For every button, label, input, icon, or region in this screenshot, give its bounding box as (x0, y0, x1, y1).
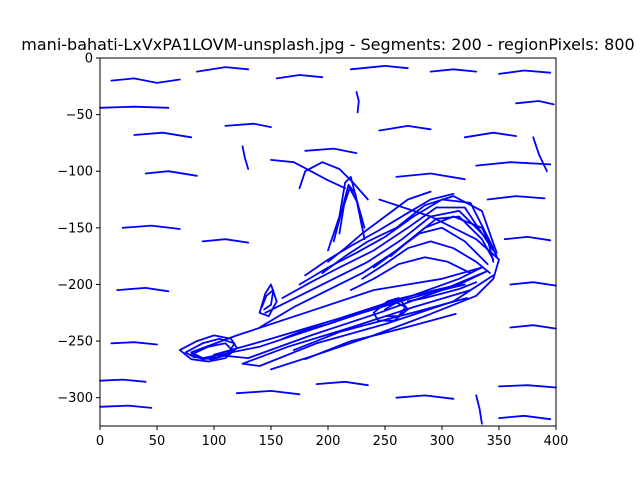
segment-line-23 (503, 235, 552, 242)
segment-line-40 (270, 198, 500, 371)
segment-line-53 (361, 240, 491, 280)
segment-line-56 (260, 289, 275, 311)
segment-line-60 (281, 283, 466, 340)
segment-line-1 (110, 77, 181, 84)
y-tick-label-3: −150 (57, 221, 93, 236)
chart-title: mani-bahati-LxVxPA1LOVM-unsplash.jpg - S… (21, 35, 634, 54)
segment-line-15 (270, 158, 347, 190)
segment-line-14 (355, 91, 360, 114)
x-tick-label-8: 400 (544, 434, 569, 449)
segment-line-30 (99, 404, 153, 409)
segment-line-39 (241, 274, 495, 367)
segment-line-3 (275, 74, 324, 80)
segment-line-52 (372, 226, 489, 269)
segment-line-65 (406, 281, 478, 303)
segment-line-13 (241, 145, 250, 170)
segment-line-64 (384, 301, 407, 318)
segment-line-36 (532, 136, 548, 173)
segment-line-11 (463, 131, 517, 139)
segment-line-12 (515, 100, 555, 106)
segment-line-26 (110, 341, 158, 346)
y-tick-label-4: −200 (57, 278, 93, 293)
segment-line-59 (190, 342, 234, 361)
segment-line-50 (304, 192, 455, 277)
x-tick-label-0: 0 (96, 434, 104, 449)
x-tick-label-3: 150 (259, 434, 284, 449)
segment-line-0 (99, 105, 170, 109)
segment-line-35 (498, 414, 552, 421)
x-tick-label-4: 200 (316, 434, 341, 449)
segment-line-61 (292, 297, 469, 352)
segment-line-5 (429, 68, 478, 73)
y-tick-label-1: −50 (66, 108, 93, 123)
y-tick-label-0: 0 (85, 52, 93, 67)
segment-line-21 (121, 224, 181, 230)
plot-lines (99, 65, 557, 425)
segment-line-9 (304, 147, 358, 155)
y-tick-label-6: −300 (57, 391, 93, 406)
x-tick-label-1: 50 (149, 434, 166, 449)
segment-line-28 (99, 378, 147, 383)
y-tick-label-2: −100 (57, 165, 93, 180)
segment-line-62 (304, 312, 457, 361)
segment-line-34 (475, 394, 483, 425)
x-tick-label-2: 100 (202, 434, 227, 449)
x-tick-label-5: 250 (373, 434, 398, 449)
x-axis: 0 50 100 150 200 250 300 350 400 (96, 426, 569, 449)
segment-line-31 (235, 389, 301, 396)
segment-line-63 (372, 297, 409, 322)
segment-line-17 (144, 170, 198, 177)
segment-line-25 (509, 281, 557, 287)
segment-line-42 (264, 209, 495, 314)
segment-line-54 (349, 256, 472, 292)
segment-line-27 (509, 324, 557, 330)
segment-line-55 (258, 283, 278, 318)
segment-line-19 (475, 161, 552, 167)
segment-line-41 (258, 215, 498, 329)
segment-line-16 (298, 161, 369, 201)
segment-line-45 (321, 195, 498, 275)
segment-line-57 (178, 334, 238, 363)
segment-line-29 (498, 384, 557, 389)
y-tick-label-5: −250 (57, 335, 93, 350)
segment-line-32 (315, 380, 369, 387)
segment-line-8 (224, 122, 272, 128)
segment-line-43 (281, 206, 495, 299)
segment-line-6 (498, 69, 552, 75)
segment-line-20 (486, 195, 546, 201)
segment-line-18 (395, 172, 466, 181)
segment-line-2 (195, 66, 250, 73)
segment-line-33 (395, 394, 455, 400)
segment-line-7 (133, 131, 193, 139)
segment-line-4 (349, 65, 409, 71)
segment-line-24 (116, 286, 170, 293)
segment-line-48 (338, 187, 366, 241)
x-tick-label-6: 300 (430, 434, 455, 449)
segment-line-10 (378, 125, 432, 132)
x-tick-label-7: 350 (487, 434, 512, 449)
y-axis: 0 −50 −100 −150 −200 −250 −300 (57, 52, 100, 406)
segment-line-22 (201, 238, 250, 244)
